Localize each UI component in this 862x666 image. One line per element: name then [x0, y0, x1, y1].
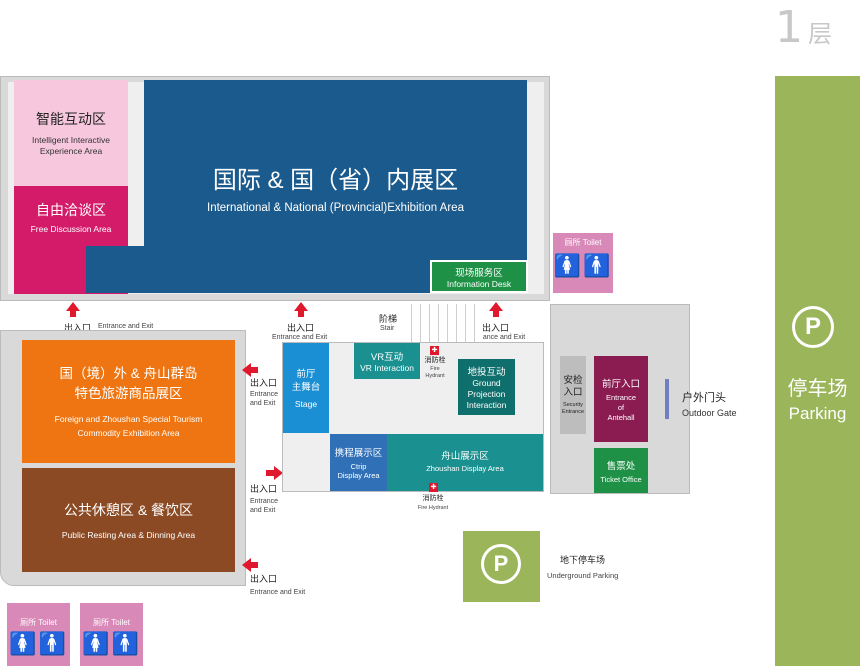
zhoushan-title: 舟山展示区 — [441, 451, 489, 462]
entrance-arrow-stem — [70, 310, 76, 317]
entrance-arrow-stem — [266, 470, 274, 476]
rest-zone-subtitle: Public Resting Area & Dinning Area — [61, 529, 196, 540]
exit-label-5: 出入口 — [250, 484, 278, 494]
toilet-label: 厕所 Toilet — [93, 618, 130, 627]
hydrant-en-2: Fire Hydrant — [417, 505, 449, 511]
entrance-arrow-stem — [298, 310, 304, 317]
smart-zone-title: 智能互动区 — [36, 111, 106, 127]
entrance-arrow-icon[interactable] — [242, 363, 251, 377]
fire-hydrant-icon: ✚ — [429, 483, 438, 492]
antehall-entrance[interactable]: 前厅入口 Entrance of Antehall — [594, 356, 648, 442]
exit-label-6: 出入口 — [250, 574, 278, 584]
vr-interaction-zone[interactable]: VR互动 VR Interaction — [354, 343, 420, 379]
free-zone-subtitle: Free Discussion Area — [30, 224, 112, 234]
rest-zone-title: 公共休憩区 & 餐饮区 — [63, 501, 194, 518]
toilet-bottom-left-1[interactable]: 厕所 Toilet 🚺🚹 — [7, 603, 70, 666]
entrance-arrow-icon[interactable] — [274, 466, 283, 480]
stage-zone[interactable]: 前厅 主舞台 Stage — [283, 343, 329, 433]
foreign-tourism-zone[interactable]: 国（境）外 & 舟山群岛 特色旅游商品展区 Foreign and Zhoush… — [22, 340, 235, 463]
floor-number: 1 — [775, 2, 803, 53]
information-desk[interactable]: 现场服务区 Information Desk — [430, 260, 528, 293]
exit-en-4: Entrance and Exit — [250, 391, 279, 407]
exit-en-2: Entrance and Exit — [272, 334, 328, 341]
stairs — [403, 304, 483, 342]
vr-title: VR互动 — [370, 352, 404, 363]
toilet-label: 厕所 Toilet — [20, 618, 57, 627]
security-subtitle: Security Entrance — [561, 401, 584, 415]
underground-parking-icon — [481, 544, 521, 584]
outdoor-gate-title: 户外门头 — [682, 392, 726, 404]
parking-subtitle: Parking — [788, 404, 847, 423]
toilet-icon: 🚺🚹 — [82, 631, 141, 656]
foreign-zone-subtitle: Foreign and Zhoushan Special Tourism Com… — [54, 413, 203, 438]
floor-label: 层 — [808, 21, 832, 48]
entrance-arrow-icon[interactable] — [242, 558, 251, 572]
ctrip-title: 携程展示区 — [334, 448, 383, 459]
antehall-title: 前厅入口 — [601, 378, 640, 390]
exit-en-6: Entrance and Exit — [250, 589, 306, 596]
ticket-title: 售票处 — [606, 460, 636, 472]
entrance-arrow-stem — [493, 310, 499, 317]
zhoushan-display-zone[interactable]: 舟山展示区 Zhoushan Display Area — [387, 434, 543, 491]
stage-title: 前厅 主舞台 — [291, 368, 321, 393]
ticket-office[interactable]: 售票处 Ticket Office — [594, 448, 648, 493]
ground-projection-zone[interactable]: 地投互动 Ground Projection Interaction — [458, 359, 515, 415]
exit-en-1: Entrance and Exit — [98, 323, 154, 330]
info-desk-title: 现场服务区 — [455, 267, 503, 279]
entrance-arrow-icon[interactable] — [489, 302, 503, 311]
parking-column — [775, 76, 860, 666]
intl-area-shape-lower — [86, 246, 146, 293]
hydrant-label-1: 消防栓 — [424, 357, 446, 364]
entrance-arrow-stem — [250, 562, 258, 568]
foreign-zone-title: 国（境）外 & 舟山群岛 特色旅游商品展区 — [59, 365, 198, 401]
exit-label-1: 出入口 — [64, 323, 92, 333]
security-title: 安检 入口 — [563, 374, 583, 398]
underground-parking-letter: P — [493, 551, 509, 576]
exit-en-5: Entrance and Exit — [250, 498, 279, 514]
security-entrance[interactable]: 安检 入口 Security Entrance — [560, 356, 586, 434]
exit-en-3: Entrance and Exit — [470, 334, 526, 341]
free-zone-title: 自由洽谈区 — [36, 202, 106, 218]
entrance-arrow-stem — [250, 367, 258, 373]
antehall-subtitle: Entrance of Antehall — [605, 392, 637, 422]
exit-label-3: 出入口 — [482, 323, 510, 333]
toilet-label: 厕所 Toilet — [564, 238, 602, 247]
hydrant-en-1: Fire Hydrant — [425, 366, 445, 379]
parking-title: 停车场 — [787, 378, 848, 400]
underground-parking-subtitle: Underground Parking — [547, 571, 619, 580]
ground-title: 地投互动 — [467, 366, 506, 378]
entrance-arrow-icon[interactable] — [294, 302, 308, 311]
stair-label-en: Stair — [380, 325, 395, 332]
underground-parking-title: 地下停车场 — [560, 555, 606, 565]
fire-hydrant-icon: ✚ — [430, 346, 439, 355]
toilet-top-right[interactable]: 厕所 Toilet 🚺🚹 — [553, 233, 613, 293]
ctrip-subtitle: Ctrip Display Area — [337, 462, 380, 480]
exit-label-4: 出入口 — [250, 378, 278, 388]
smart-interactive-zone[interactable]: 智能互动区 Intelligent Interactive Experience… — [14, 80, 128, 186]
intl-area-subtitle: International & National (Provincial)Exh… — [207, 202, 464, 214]
intl-area-title: 国际 & 国（省）内展区 — [212, 167, 459, 194]
toilet-icon: 🚺🚹 — [9, 631, 68, 656]
zhoushan-subtitle: Zhoushan Display Area — [426, 464, 504, 473]
ground-subtitle: Ground Projection Interaction — [466, 377, 507, 410]
info-desk-subtitle: Information Desk — [446, 278, 512, 289]
rest-dining-zone[interactable]: 公共休憩区 & 餐饮区 Public Resting Area & Dinnin… — [22, 468, 235, 572]
parking-icon — [792, 306, 834, 348]
outdoor-gate-subtitle: Outdoor Gate — [682, 408, 737, 418]
toilet-icon: 🚺🚹 — [553, 253, 613, 278]
ticket-subtitle: Ticket Office — [600, 474, 642, 484]
parking-icon-letter: P — [804, 313, 821, 340]
intl-area-shape[interactable] — [144, 80, 527, 293]
ctrip-display-zone[interactable]: 携程展示区 Ctrip Display Area — [330, 434, 387, 491]
outdoor-gate-marker — [665, 379, 669, 419]
entrance-arrow-icon[interactable] — [66, 302, 80, 311]
vr-subtitle: VR Interaction — [360, 363, 414, 373]
stair-label: 阶梯 — [379, 314, 398, 324]
toilet-bottom-left-2[interactable]: 厕所 Toilet 🚺🚹 — [80, 603, 143, 666]
smart-zone-subtitle: Intelligent Interactive Experience Area — [32, 135, 110, 156]
stage-subtitle: Stage — [294, 398, 318, 409]
exit-label-2: 出入口 — [287, 323, 315, 333]
hydrant-label-2: 消防栓 — [422, 495, 444, 502]
